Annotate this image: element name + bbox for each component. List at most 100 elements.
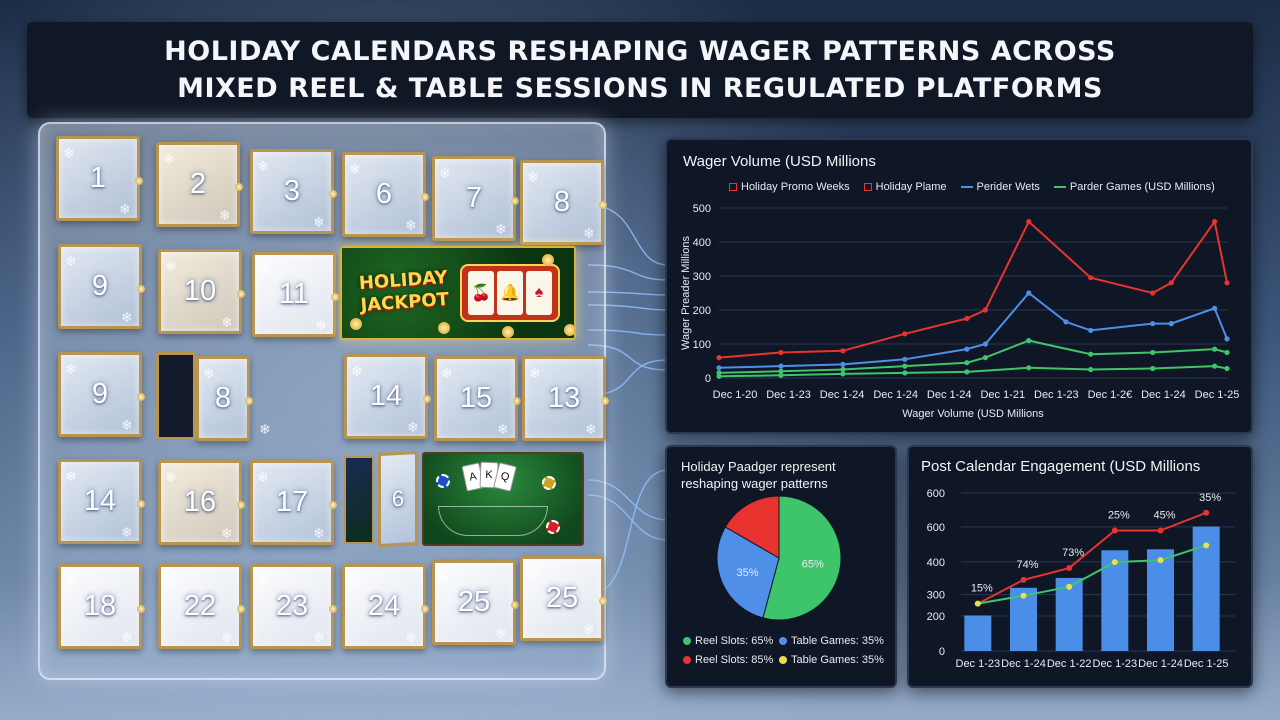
x-tick-label: Dec 1-24 [1138,658,1183,670]
data-point [964,369,970,375]
data-point [1157,557,1164,564]
pie-legend-item: Table Games: 35% [779,635,884,647]
jackpot-text: HOLIDAY JACKPOT [358,266,450,317]
data-point [1224,280,1230,286]
snowflake-icon: ❄ [313,214,325,230]
open-door-panel[interactable]: 6 [378,450,418,548]
x-tick-label: Dec 1-24 [927,389,972,401]
calendar-door[interactable]: 8 ❄ ❄ [520,160,607,245]
calendar-door[interactable]: 14 ❄ ❄ [344,354,431,439]
data-point [1168,321,1174,327]
x-axis-label: Wager Volume (USD Millions [902,408,1044,420]
legend-swatch [729,183,737,191]
calendar-door[interactable]: 16 ❄ ❄ [158,460,245,545]
y-tick-label: 0 [939,646,945,658]
calendar-door[interactable]: 2 ❄ ❄ [156,142,243,227]
snowflake-icon: ❄ [165,258,177,274]
calendar-door[interactable]: 6 ❄ ❄ [342,152,429,237]
data-point [1111,559,1118,566]
calendar-door[interactable]: 17 ❄ ❄ [250,460,337,545]
pie-legend-label: Reel Slots: 85% [695,654,774,666]
door-number: 22 [183,590,217,622]
snowflake-icon: ❄ [219,207,231,223]
door-knob [135,177,143,185]
snowflake-icon: ❄ [497,421,509,437]
data-point [716,355,722,361]
data-point [1066,583,1073,590]
calendar-door[interactable]: 9 ❄ ❄ [58,244,145,329]
door-number: 10 [183,275,217,307]
calendar-door[interactable]: 8 ❄ ❄ [196,356,271,441]
y-tick-label: 300 [693,271,711,283]
data-point [1063,319,1069,325]
legend-item: Holiday Promo Weeks [729,181,850,193]
calendar-door[interactable]: 24 ❄ ❄ [342,564,429,649]
blackjack-table-window[interactable]: A K Q [422,452,584,546]
engagement-bar-panel: Post Calendar Engagement (USD Millions 0… [907,445,1253,688]
calendar-door[interactable]: 14 ❄ ❄ [58,459,145,544]
legend-dot-icon [683,637,691,646]
y-tick-label: 400 [693,237,711,249]
calendar-door[interactable]: 18 ❄ ❄ [58,564,145,649]
bell-icon: 🔔 [497,271,523,315]
calendar-door[interactable]: 23 ❄ ❄ [250,564,337,649]
snowflake-icon: ❄ [315,317,327,333]
data-point [1212,346,1218,352]
calendar-door[interactable]: 9 ❄ ❄ [58,352,145,437]
calendar-door[interactable]: 7 ❄ ❄ [432,156,519,241]
data-point [982,355,988,361]
snowflake-icon: ❄ [119,201,131,217]
data-point [778,349,784,356]
snowflake-icon: ❄ [165,573,177,589]
calendar-door[interactable]: 25 ❄ ❄ [520,556,607,641]
calendar-door[interactable]: 11 ❄ ❄ [252,252,339,337]
x-tick-label: Dec 1-22 [1047,658,1092,670]
poker-chip-icon [542,476,556,490]
series-line [977,511,1207,605]
calendar-door[interactable]: 25 ❄ ❄ [432,560,519,645]
calendar-door[interactable]: 3 ❄ ❄ [250,149,337,234]
series-line [977,544,1207,605]
snowflake-icon: ❄ [405,217,417,233]
data-point [1224,349,1230,356]
pie-slice-label: 35% [736,567,758,579]
snowflake-icon: ❄ [527,565,539,581]
holiday-jackpot-window[interactable]: HOLIDAY JACKPOT 🍒 🔔 ♠ [340,246,576,340]
y-tick-label: 0 [705,373,711,385]
calendar-door[interactable]: 13 ❄ ❄ [522,356,609,441]
pie-slice [716,526,780,619]
data-point [1066,565,1073,572]
door-number: 8 [214,382,232,414]
calendar-door[interactable]: 10 ❄ ❄ [158,249,245,334]
legend-item: Perider Wets [960,181,1040,193]
data-label: 15% [971,583,993,595]
calendar-door[interactable]: 1 ❄ ❄ [56,136,143,221]
calendar-door[interactable]: 22 ❄ ❄ [158,564,245,649]
data-point [840,366,846,373]
snowflake-icon: ❄ [349,161,361,177]
bar [1055,577,1083,651]
data-point [1212,219,1218,225]
x-tick-label: Dec 1-20 [713,389,758,401]
data-point [1224,365,1230,372]
snowflake-icon: ❄ [203,365,215,381]
pie-legend-item: Table Games: 35% [779,654,884,666]
door-number: 3 [283,175,301,207]
data-point [1026,365,1032,371]
legend-dot-icon [779,656,787,665]
coin-icon [502,326,514,338]
door-knob [137,605,145,613]
pie-slice [762,495,842,621]
slot-reels: 🍒 🔔 ♠ [460,264,560,322]
data-point [1020,576,1027,583]
bar [964,615,992,651]
data-point [1150,321,1156,327]
pie-legend-item: Reel Slots: 65% [683,635,773,647]
calendar-door[interactable]: 15 ❄ ❄ [434,356,521,441]
data-point [902,356,908,362]
y-tick-label: 200 [693,305,711,317]
line-chart: 0 100 200 300 400 500 Dec 1-20 Dec 1-23 Dec 1-24… [680,203,1239,420]
snowflake-icon: ❄ [121,417,133,433]
data-point [1212,305,1218,311]
